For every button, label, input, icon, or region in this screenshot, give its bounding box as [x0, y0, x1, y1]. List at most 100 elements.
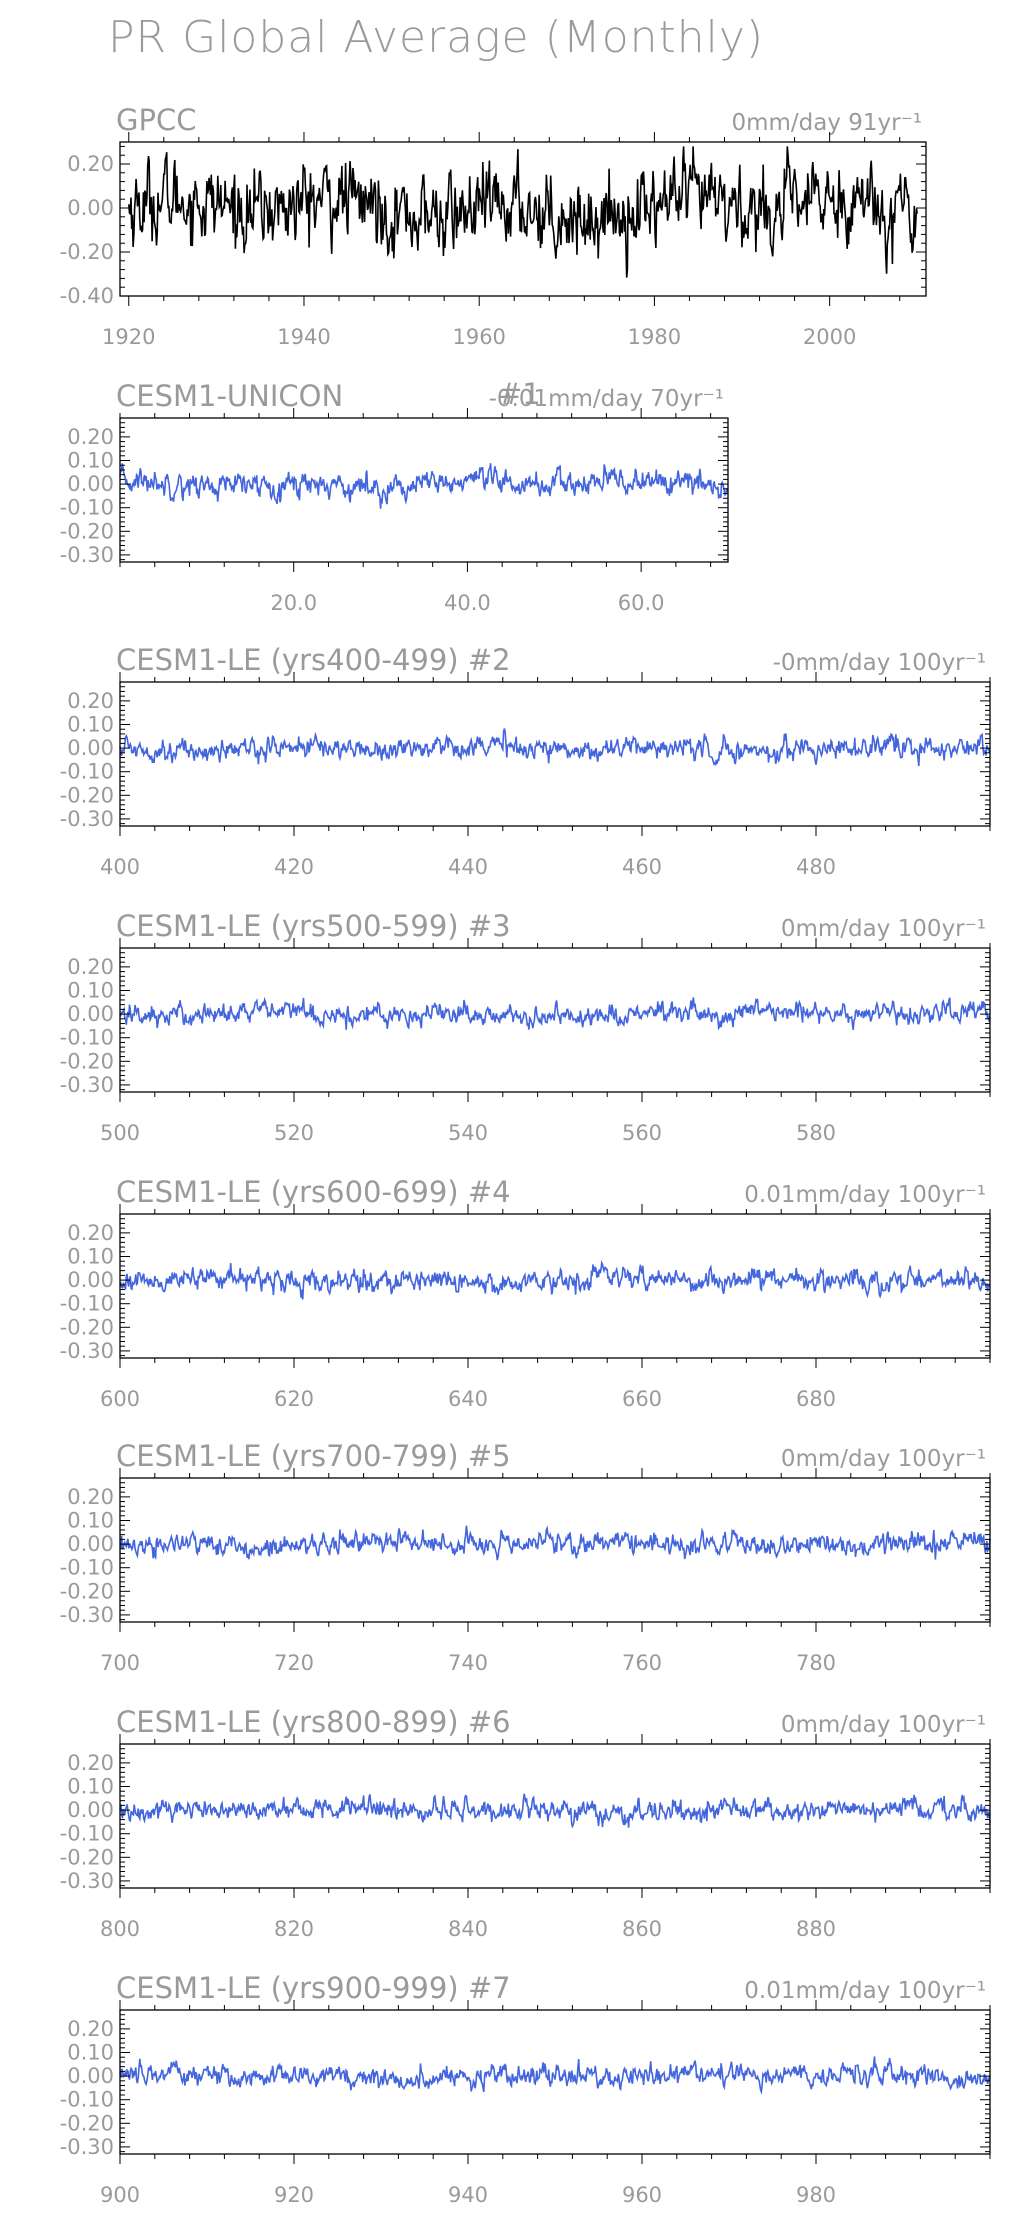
y-tick-label: -0.10: [60, 2088, 114, 2112]
panel-title: CESM1-LE (yrs900-999) #7: [116, 1971, 511, 2005]
plot-frame: [119, 2009, 991, 2155]
x-tick-label: 20.0: [270, 591, 317, 615]
y-tick-label: 0.20: [67, 1221, 114, 1245]
x-tick-label: 620: [274, 1387, 314, 1411]
y-tick-label: 0.00: [67, 736, 114, 760]
y-tick-label: 0.10: [67, 978, 114, 1002]
y-tick-label: 0.10: [67, 2040, 114, 2064]
panel-5: CESM1-LE (yrs700-799) #5 0mm/day 100yr⁻¹ 0…: [60, 1439, 991, 1675]
x-tick-label: 640: [448, 1387, 488, 1411]
panel-7: CESM1-LE (yrs900-999) #7 0.01mm/day 100yr…: [60, 1971, 991, 2207]
y-tick-label: 0.10: [67, 1508, 114, 1532]
panel-0: GPCC 0mm/day 91yr⁻¹ 0.20 0.00 -0.20 -0.40 1920…: [60, 103, 927, 349]
y-tick-label: 0.20: [67, 689, 114, 713]
y-tick-label: -0.30: [60, 2135, 114, 2159]
series-line: [128, 146, 918, 278]
x-tick-label: 1960: [452, 325, 505, 349]
panel-number-label: #1: [498, 377, 541, 411]
x-tick-label: 980: [796, 2183, 836, 2207]
y-tick-label: 0.10: [67, 712, 114, 736]
plot-frame: [119, 947, 991, 1093]
x-tick-label: 60.0: [618, 591, 665, 615]
panel-title: CESM1-LE (yrs800-899) #6: [116, 1705, 511, 1739]
y-tick-label: -0.20: [60, 240, 114, 264]
x-tick-label: 920: [274, 2183, 314, 2207]
panel-title: CESM1-LE (yrs600-699) #4: [116, 1175, 511, 1209]
x-tick-label: 40.0: [444, 591, 491, 615]
x-tick-label: 460: [622, 855, 662, 879]
panel-4: CESM1-LE (yrs600-699) #4 0.01mm/day 100yr…: [60, 1175, 991, 1411]
y-tick-label: -0.10: [60, 1026, 114, 1050]
y-tick-label: 0.20: [67, 955, 114, 979]
x-tick-label: 940: [448, 2183, 488, 2207]
panel-trend-label: -0mm/day 100yr⁻¹: [773, 650, 986, 676]
series-line: [119, 463, 729, 509]
y-tick-label: 0.00: [67, 2064, 114, 2088]
panel-trend-label: -0.01mm/day 70yr⁻¹: [489, 386, 724, 412]
y-tick-label: 0.00: [67, 472, 114, 496]
y-tick-label: -0.20: [60, 1049, 114, 1073]
panel-title: CESM1-LE (yrs700-799) #5: [116, 1439, 511, 1473]
y-tick-label: 0.10: [67, 1244, 114, 1268]
y-tick-label: -0.30: [60, 1339, 114, 1363]
y-tick-label: -0.20: [60, 1315, 114, 1339]
x-tick-label: 540: [448, 1121, 488, 1145]
series-line: [119, 728, 991, 767]
plot-frame: [119, 417, 729, 563]
y-tick-label: 0.10: [67, 448, 114, 472]
y-tick-label: -0.10: [60, 1556, 114, 1580]
panel-title: CESM1-LE (yrs400-499) #2: [116, 643, 511, 677]
y-tick-label: -0.40: [60, 284, 114, 308]
y-tick-label: -0.10: [60, 496, 114, 520]
y-tick-label: -0.30: [60, 807, 114, 831]
x-tick-label: 740: [448, 1651, 488, 1675]
series-line: [119, 1793, 991, 1829]
y-tick-label: -0.10: [60, 1822, 114, 1846]
x-tick-label: 700: [100, 1651, 140, 1675]
y-tick-label: -0.10: [60, 760, 114, 784]
x-tick-label: 520: [274, 1121, 314, 1145]
x-tick-label: 860: [622, 1917, 662, 1941]
x-tick-label: 720: [274, 1651, 314, 1675]
panel-trend-label: 0mm/day 100yr⁻¹: [781, 1446, 986, 1472]
x-tick-label: 440: [448, 855, 488, 879]
panel-1: CESM1-UNICON -0.01mm/day 70yr⁻¹#1 0.200.10…: [60, 377, 729, 615]
x-tick-label: 880: [796, 1917, 836, 1941]
plot-frame: [119, 1743, 991, 1889]
y-tick-label: 0.20: [67, 152, 114, 176]
panel-trend-label: 0mm/day 100yr⁻¹: [781, 916, 986, 942]
panel-trend-label: 0.01mm/day 100yr⁻¹: [744, 1978, 986, 2004]
plot-frame: [119, 141, 927, 297]
series-line: [119, 1259, 991, 1300]
panel-3: CESM1-LE (yrs500-599) #3 0mm/day 100yr⁻¹ 0…: [60, 909, 991, 1145]
x-tick-label: 560: [622, 1121, 662, 1145]
x-tick-label: 960: [622, 2183, 662, 2207]
y-tick-label: -0.20: [60, 519, 114, 543]
y-tick-label: -0.20: [60, 2111, 114, 2135]
series-line: [119, 1525, 991, 1561]
x-tick-label: 2000: [803, 325, 856, 349]
x-tick-label: 1980: [628, 325, 681, 349]
panel-6: CESM1-LE (yrs800-899) #6 0mm/day 100yr⁻¹ 0…: [60, 1705, 991, 1941]
plot-frame: [119, 1477, 991, 1623]
panel-title: CESM1-UNICON: [116, 379, 343, 413]
x-tick-label: 900: [100, 2183, 140, 2207]
y-tick-label: -0.20: [60, 1579, 114, 1603]
panel-trend-label: 0.01mm/day 100yr⁻¹: [744, 1182, 986, 1208]
y-tick-label: 0.20: [67, 2017, 114, 2041]
panel-title: GPCC: [116, 103, 196, 137]
plot-frame: [119, 1213, 991, 1359]
y-tick-label: -0.30: [60, 1603, 114, 1627]
x-tick-label: 800: [100, 1917, 140, 1941]
x-tick-label: 840: [448, 1917, 488, 1941]
x-tick-label: 680: [796, 1387, 836, 1411]
y-tick-label: 0.00: [67, 196, 114, 220]
y-tick-label: -0.30: [60, 1073, 114, 1097]
figure-title: PR Global Average (Monthly): [108, 12, 764, 63]
panel-2: CESM1-LE (yrs400-499) #2 -0mm/day 100yr⁻¹…: [60, 643, 991, 879]
y-tick-label: 0.00: [67, 1268, 114, 1292]
y-tick-label: 0.20: [67, 425, 114, 449]
panel-trend-label: 0mm/day 91yr⁻¹: [731, 110, 922, 136]
y-tick-label: 0.00: [67, 1532, 114, 1556]
y-tick-label: -0.20: [60, 783, 114, 807]
